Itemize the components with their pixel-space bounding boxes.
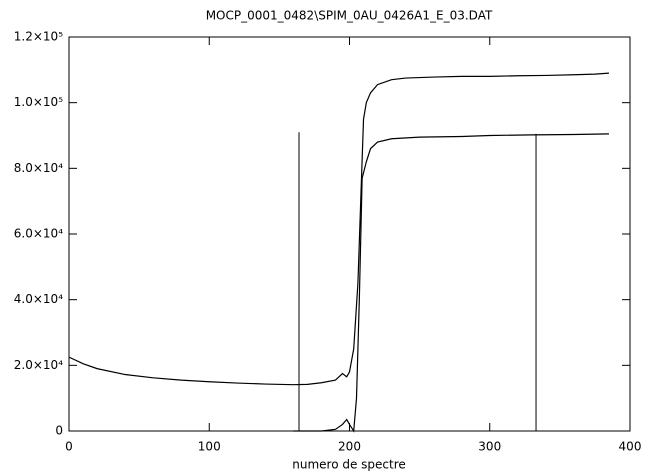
- x-tick-label: 400: [619, 440, 642, 454]
- y-tick-label: 8.0×10⁴: [14, 161, 63, 175]
- x-tick-label: 300: [478, 440, 501, 454]
- x-axis-label: numero de spectre: [292, 458, 406, 472]
- y-tick-label: 1.2×10⁵: [14, 30, 63, 44]
- data-line: [68, 72, 610, 386]
- y-tick-label: 1.0×10⁵: [14, 95, 63, 109]
- y-tick-label: 2.0×10⁴: [14, 358, 63, 372]
- x-tick-label: 100: [198, 440, 221, 454]
- y-tick-label: 4.0×10⁴: [14, 292, 63, 306]
- chart-title: MOCP_0001_0482\SPIM_0AU_0426A1_E_03.DAT: [206, 9, 493, 23]
- data-line: [293, 133, 609, 433]
- x-tick-label: 200: [338, 440, 361, 454]
- x-tick-label: 0: [65, 440, 73, 454]
- y-tick-label: 6.0×10⁴: [14, 227, 63, 241]
- y-tick-label: 0: [55, 424, 63, 438]
